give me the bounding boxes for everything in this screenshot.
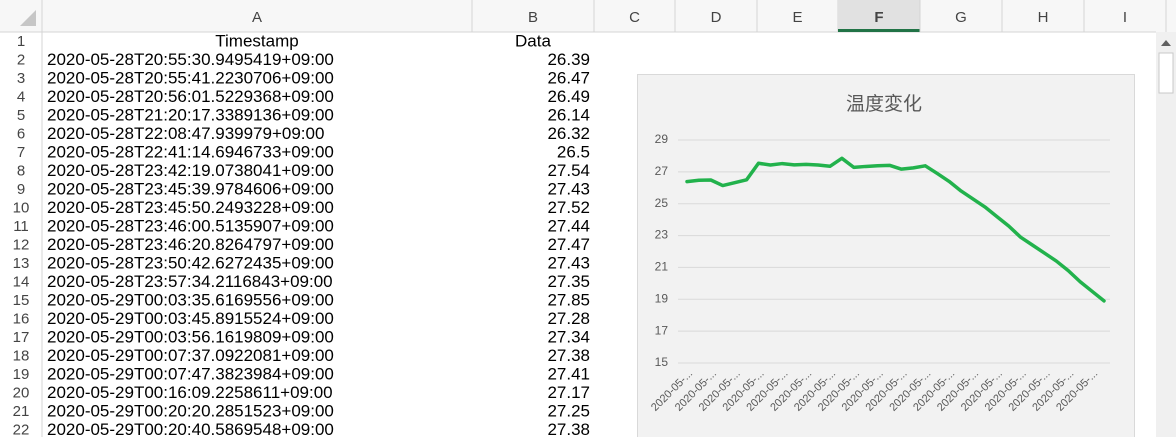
scrollbar-thumb[interactable] [1158, 52, 1174, 94]
row-number[interactable]: 7 [17, 144, 25, 161]
y-tick-label: 21 [655, 260, 669, 274]
row-number[interactable]: 14 [13, 274, 30, 291]
select-all-corner[interactable] [20, 10, 36, 26]
y-tick-label: 19 [655, 291, 669, 305]
row-number[interactable]: 11 [13, 218, 29, 235]
row-number[interactable]: 18 [13, 348, 30, 365]
cell[interactable]: 27.54 [547, 161, 590, 180]
chart-title: 温度変化 [846, 93, 922, 115]
chart-area[interactable] [637, 74, 1135, 437]
cell[interactable]: 27.38 [547, 420, 590, 437]
row-number[interactable]: 12 [13, 237, 30, 254]
cell[interactable]: 2020-05-29T00:03:45.8915524+09:00 [47, 309, 334, 328]
data-line [685, 156, 1106, 303]
row-number[interactable]: 15 [13, 292, 30, 309]
row-number[interactable]: 4 [17, 89, 25, 106]
row-number[interactable]: 20 [13, 385, 30, 402]
cell[interactable]: 2020-05-28T23:57:34.2116843+09:00 [47, 272, 333, 291]
row-number[interactable]: 19 [13, 366, 30, 383]
cell[interactable]: 2020-05-28T23:45:50.2493228+09:00 [47, 198, 334, 217]
row-number[interactable]: 8 [17, 163, 25, 180]
cell[interactable]: 2020-05-28T23:46:20.8264797+09:00 [47, 235, 334, 254]
row-header-bar [0, 32, 42, 437]
y-tick-label: 27 [655, 164, 669, 178]
y-tick-label: 15 [655, 355, 669, 369]
column-header[interactable]: D [711, 9, 722, 26]
cell[interactable]: 26.47 [547, 69, 590, 88]
y-tick-label: 17 [655, 323, 669, 337]
scrollbar-track [1156, 32, 1176, 437]
cell[interactable]: 27.17 [547, 383, 590, 402]
cell[interactable]: Timestamp [215, 32, 298, 51]
column-header[interactable]: E [792, 9, 802, 26]
cell[interactable]: 2020-05-29T00:20:20.2851523+09:00 [47, 402, 334, 421]
cell[interactable]: 27.38 [547, 346, 590, 365]
row-number[interactable]: 13 [13, 255, 30, 272]
column-header[interactable]: F [874, 9, 883, 26]
scroll-up-arrow[interactable] [1161, 40, 1171, 46]
cell[interactable]: 2020-05-28T23:50:42.6272435+09:00 [47, 254, 334, 273]
cell[interactable]: 26.5 [557, 143, 590, 162]
column-header[interactable]: H [1038, 9, 1049, 26]
cell[interactable]: 27.34 [547, 328, 590, 347]
selected-column-underline [838, 29, 920, 32]
cell[interactable]: 2020-05-29T00:20:40.5869548+09:00 [47, 420, 334, 437]
row-number[interactable]: 9 [17, 181, 25, 198]
cell[interactable]: 27.44 [547, 217, 590, 236]
cell[interactable]: 26.39 [547, 50, 590, 69]
row-number[interactable]: 1 [17, 33, 25, 50]
row-number[interactable]: 17 [13, 329, 30, 346]
cell[interactable]: 27.43 [547, 254, 590, 273]
cell[interactable]: 2020-05-28T23:45:39.9784606+09:00 [47, 180, 334, 199]
cell[interactable]: 27.43 [547, 180, 590, 199]
column-header[interactable]: A [252, 9, 262, 26]
cell[interactable]: 2020-05-29T00:07:47.3823984+09:00 [47, 365, 334, 384]
column-header[interactable]: B [528, 9, 538, 26]
y-tick-label: 29 [655, 132, 669, 146]
row-number[interactable]: 16 [13, 311, 30, 328]
cell[interactable]: 2020-05-28T23:42:19.0738041+09:00 [47, 161, 334, 180]
row-number[interactable]: 2 [17, 52, 25, 69]
selected-column-header [838, 0, 920, 32]
y-tick-label: 23 [655, 228, 669, 242]
cell[interactable]: 27.35 [547, 272, 590, 291]
cell[interactable]: 2020-05-28T22:08:47.939979+09:00 [47, 124, 324, 143]
cell[interactable]: 27.25 [547, 402, 590, 421]
column-header[interactable]: I [1123, 9, 1127, 26]
cell[interactable]: 2020-05-28T20:55:30.9495419+09:00 [47, 50, 334, 69]
cell[interactable]: 2020-05-28T22:41:14.6946733+09:00 [47, 143, 334, 162]
cell[interactable]: 2020-05-28T21:20:17.3389136+09:00 [47, 106, 334, 125]
row-number[interactable]: 10 [13, 200, 30, 217]
cell[interactable]: 2020-05-28T20:56:01.5229368+09:00 [47, 87, 334, 106]
y-tick-label: 25 [655, 196, 669, 210]
row-number[interactable]: 5 [17, 107, 25, 124]
cell[interactable]: 27.85 [547, 291, 590, 310]
row-number[interactable]: 22 [13, 422, 30, 437]
column-header[interactable]: G [955, 9, 967, 26]
cell[interactable]: Data [515, 32, 551, 51]
cell[interactable]: 2020-05-29T00:16:09.2258611+09:00 [47, 383, 333, 402]
row-number[interactable]: 6 [17, 126, 25, 143]
cell[interactable]: 2020-05-29T00:03:35.6169556+09:00 [47, 291, 334, 310]
cell[interactable]: 2020-05-29T00:07:37.0922081+09:00 [47, 346, 334, 365]
cell[interactable]: 26.14 [547, 106, 590, 125]
cell[interactable]: 26.49 [547, 87, 590, 106]
cell[interactable]: 27.52 [547, 198, 590, 217]
cell[interactable]: 27.47 [547, 235, 590, 254]
cell[interactable]: 27.41 [547, 365, 590, 384]
cell[interactable]: 27.28 [547, 309, 590, 328]
cell[interactable]: 2020-05-28T20:55:41.2230706+09:00 [47, 69, 334, 88]
cell[interactable]: 2020-05-29T00:03:56.1619809+09:00 [47, 328, 334, 347]
row-number[interactable]: 21 [13, 403, 30, 420]
column-header[interactable]: C [629, 9, 640, 26]
column-header-bar [0, 0, 1176, 32]
row-number[interactable]: 3 [17, 70, 25, 87]
cell[interactable]: 26.32 [547, 124, 590, 143]
cell[interactable]: 2020-05-28T23:46:00.5135907+09:00 [47, 217, 334, 236]
